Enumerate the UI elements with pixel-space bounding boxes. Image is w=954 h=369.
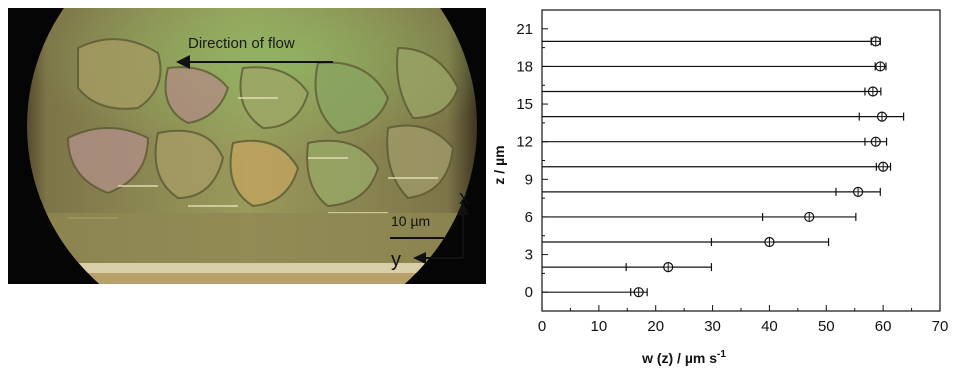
y-tick-label: 0 [525,284,533,301]
axis-y-arrow-head [413,252,426,264]
plot-frame [541,9,941,312]
y-axis-ticks: 0 3 6 9 12 15 18 21 [516,9,548,301]
y-axis-label: z / µm [491,145,507,184]
axis-x-arrow-head [457,202,469,215]
x-tick-label: 0 [538,318,546,335]
x-tick-label: 60 [875,318,892,335]
data-points [633,36,889,298]
y-tick-label: 21 [516,21,533,38]
y-tick-label: 15 [516,96,533,113]
plot-border [541,9,941,312]
axis-x-label: x [459,187,469,209]
x-axis-ticks: 0 10 20 30 40 50 60 70 [538,305,949,335]
y-tick-label: 12 [516,134,533,151]
x-axis-label-main: w (z) / µm s [641,350,717,366]
y-tick-label: 9 [525,171,533,188]
micrograph-image: Direction of flow 10 µm x y [8,8,486,284]
velocity-profile-chart: 0 10 20 30 40 50 60 70 0 3 6 9 12 15 18 21 z / µm w (z… [491,9,949,366]
scale-bar-label: 10 µm [391,213,430,229]
x-tick-label: 10 [591,318,608,335]
x-tick-label: 50 [818,318,835,335]
baseline-lines [542,40,877,293]
x-tick-label: 20 [647,318,664,335]
x-tick-label: 30 [704,318,721,335]
y-tick-label: 6 [525,209,533,226]
x-axis-label: w (z) / µm s-1 [641,349,726,366]
y-tick-label: 3 [525,247,533,264]
y-tick-label: 18 [516,58,533,75]
flow-arrow-head [176,55,190,69]
axis-y-label: y [391,249,401,271]
x-tick-label: 40 [761,318,778,335]
flow-label: Direction of flow [188,35,295,52]
x-axis-label-superscript: -1 [717,349,726,360]
x-tick-label: 70 [932,318,949,335]
